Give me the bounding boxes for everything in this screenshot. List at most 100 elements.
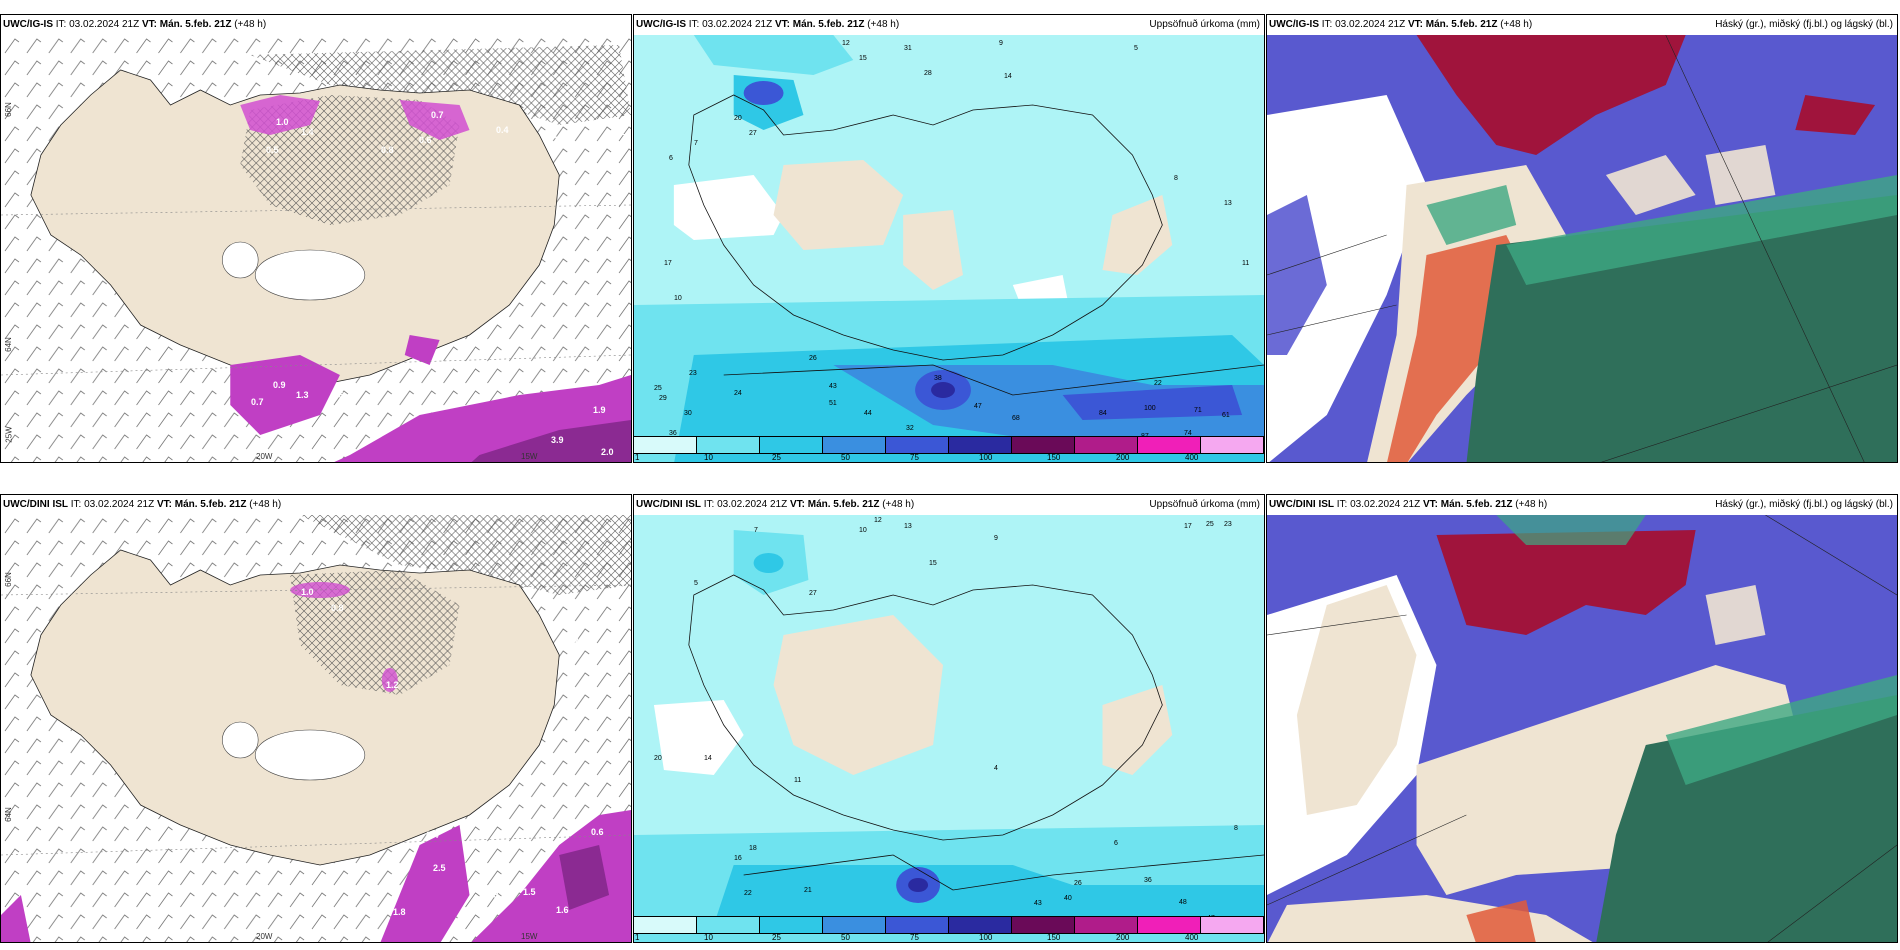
- colorbar-labels: 1 10 25 50 75 100 150 200 400: [634, 933, 1264, 942]
- colorbar-swatch: [823, 917, 886, 933]
- init-time: IT: 03.02.2024 21Z: [1321, 19, 1406, 30]
- accum-value: 11: [1242, 260, 1250, 267]
- precip-colorbar: 1 10 25 50 75 100 150 200 400: [634, 436, 1264, 462]
- colorbar-swatch: [634, 917, 697, 933]
- colorbar-label: 75: [910, 453, 919, 462]
- accum-value: 47: [974, 403, 982, 410]
- accum-value: 14: [1004, 73, 1012, 80]
- accum-value: 13: [904, 523, 912, 530]
- model-name: UWC/DINI ISL: [3, 499, 68, 510]
- accum-value: 43: [1034, 900, 1042, 907]
- precip-value: 0.7: [566, 637, 579, 647]
- accum-value: 12: [874, 517, 882, 524]
- accum-value: 38: [934, 375, 942, 382]
- precip-value: 3.9: [551, 435, 564, 445]
- accum-value: 9: [994, 535, 998, 542]
- accum-value: 9: [999, 40, 1003, 47]
- field-title: Uppsöfnuð úrkoma (mm): [1149, 19, 1260, 30]
- colorbar-label: 400: [1185, 453, 1199, 462]
- colorbar-label: 200: [1116, 933, 1130, 942]
- colorbar-swatch: [697, 917, 760, 933]
- precip-value: 1.1: [546, 135, 559, 145]
- lat-label-64n: 64N: [3, 807, 13, 822]
- accum-value: 16: [734, 855, 742, 862]
- model-name: UWC/IG-IS: [1269, 19, 1319, 30]
- init-time: IT: 03.02.2024 21Z: [55, 19, 140, 30]
- accum-value: 13: [1224, 200, 1232, 207]
- accum-value: 36: [1144, 877, 1152, 884]
- accum-value: 17: [1184, 523, 1192, 530]
- valid-time: VT: Mán. 5.feb. 21Z: [1407, 19, 1498, 30]
- lead-time: (+48 h): [249, 499, 282, 510]
- colorbar-label: 50: [841, 453, 850, 462]
- lat-label-66n: 66N: [3, 572, 13, 587]
- lead-time: (+48 h): [234, 19, 267, 30]
- accum-value: 15: [929, 560, 937, 567]
- colorbar-swatch: [1075, 437, 1138, 453]
- colorbar-swatch: [886, 437, 949, 453]
- accum-value: 44: [864, 410, 872, 417]
- model-name: UWC/DINI ISL: [1269, 499, 1334, 510]
- colorbar-label: 200: [1116, 453, 1130, 462]
- colorbar-label: 10: [704, 453, 713, 462]
- precip-value: 1.4: [301, 127, 314, 137]
- map-area: 2.5 1.5 1.6 1.8 0.3 0.6 1.2 0.8 0.4 1.0 …: [1, 515, 631, 942]
- panel-dini-precip-wind: UWC/DINI ISL IT: 03.02.2024 21Z VT: Mán.…: [0, 494, 632, 943]
- lon-label-20w: 20W: [256, 452, 273, 461]
- valid-time: VT: Mán. 5.feb. 21Z: [141, 19, 232, 30]
- colorbar-swatch: [1138, 917, 1201, 933]
- accum-value: 31: [904, 45, 912, 52]
- colorbar-label: 150: [1047, 933, 1061, 942]
- panel-header: UWC/DINI ISL IT: 03.02.2024 21Z VT: Mán.…: [1267, 495, 1897, 515]
- accum-value: 18: [749, 845, 757, 852]
- accum-value: 48: [1179, 899, 1187, 906]
- colorbar-swatch: [886, 917, 949, 933]
- accum-value: 11: [794, 777, 802, 784]
- lon-label-15w: 15W: [521, 932, 538, 941]
- accum-value: 15: [859, 55, 867, 62]
- field-title: Háský (gr.), miðský (fj.bl.) og lágský (…: [1715, 19, 1893, 30]
- valid-time: VT: Mán. 5.feb. 21Z: [1422, 499, 1513, 510]
- colorbar-label: 100: [979, 453, 993, 462]
- accum-value: 26: [809, 355, 817, 362]
- precip-value: 1.0: [301, 587, 314, 597]
- accum-value: 6: [1114, 840, 1118, 847]
- lon-label-25w: 25W: [4, 426, 14, 443]
- colorbar-label: 1: [635, 453, 640, 462]
- colorbar-swatch: [1201, 917, 1264, 933]
- accum-value: 21: [804, 887, 812, 894]
- precip-value: 0.3: [486, 890, 499, 900]
- map-area: 1.9 2.0 3.9 1.6 1.3 0.9 0.7 0.7 0.6 0.5 …: [1, 35, 631, 462]
- lead-time: (+48 h): [867, 19, 900, 30]
- accum-value: 32: [906, 425, 914, 432]
- colorbar-swatch: [949, 437, 1012, 453]
- accum-value: 8: [1234, 825, 1238, 832]
- accum-value: 7: [754, 527, 758, 534]
- accum-value: 7: [694, 140, 698, 147]
- panel-header: UWC/DINI ISL IT: 03.02.2024 21Z VT: Mán.…: [1, 495, 631, 515]
- precip-value: 1.5: [523, 887, 536, 897]
- accum-value: 22: [1154, 380, 1162, 387]
- colorbar-swatch: [1138, 437, 1201, 453]
- map-area: 12 31 15 28 9 14 27 20 17 10 5 6 7 8 11 …: [634, 35, 1264, 462]
- precip-value: 1.9: [593, 405, 606, 415]
- map-area: [1267, 35, 1897, 462]
- accum-value: 74: [1184, 430, 1192, 437]
- precip-value: 1.3: [296, 390, 309, 400]
- precip-value: 0.6: [591, 827, 604, 837]
- accum-value: 6: [669, 155, 673, 162]
- colorbar-swatch: [1012, 917, 1075, 933]
- precip-value: 2.5: [433, 863, 446, 873]
- accum-value: 43: [829, 383, 837, 390]
- accum-value: 28: [924, 70, 932, 77]
- accum-value: 23: [1224, 521, 1232, 528]
- accum-value: 12: [842, 40, 850, 47]
- precip-value: 2.0: [601, 447, 614, 457]
- accum-value: 17: [664, 260, 672, 267]
- model-name: UWC/IG-IS: [3, 19, 53, 30]
- colorbar-label: 10: [704, 933, 713, 942]
- colorbar-label: 1: [635, 933, 640, 942]
- colorbar-swatch: [1201, 437, 1264, 453]
- panel-header: UWC/IG-IS IT: 03.02.2024 21Z VT: Mán. 5.…: [634, 15, 1264, 35]
- precip-value: 0.6: [419, 135, 432, 145]
